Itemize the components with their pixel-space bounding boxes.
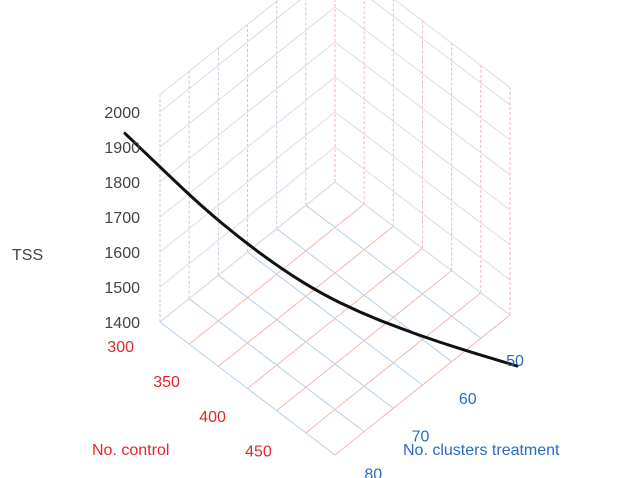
z-tick-label: 1400 [104,315,140,332]
wall-grid-z-right [335,0,510,88]
z-tick-label: 1600 [104,245,140,262]
wall-grid-z-left [160,182,335,322]
x-tick-label: 450 [245,444,272,461]
floor-grid-y [218,275,393,408]
floor-grid-y [160,322,335,455]
tss-curve [125,133,517,366]
x-axis-title: No. control [92,442,169,459]
z-tick-label: 1500 [104,280,140,297]
x-tick-label: 350 [153,374,180,391]
z-axis-title: TSS [12,247,43,264]
z-tick-label: 1900 [104,140,140,157]
wall-grid-z-left [160,147,335,287]
x-tick-label: 400 [199,409,226,426]
labels: 1400 1500 1600 1700 1800 1900 2000 TSS 300 350 400… [12,105,560,478]
floor-grid-y [277,229,452,362]
z-tick-label: 2000 [104,105,140,122]
y-tick-label: 80 [364,466,382,478]
y-tick-label: 60 [459,391,477,408]
y-tick-label: 50 [506,353,524,370]
grid [160,0,510,455]
series [125,133,517,366]
y-axis-title: No. clusters treatment [403,442,560,459]
x-tick-label: 300 [107,339,134,356]
z-tick-label: 1700 [104,210,140,227]
z-tick-label: 1800 [104,175,140,192]
floor-grid-y [248,252,423,385]
